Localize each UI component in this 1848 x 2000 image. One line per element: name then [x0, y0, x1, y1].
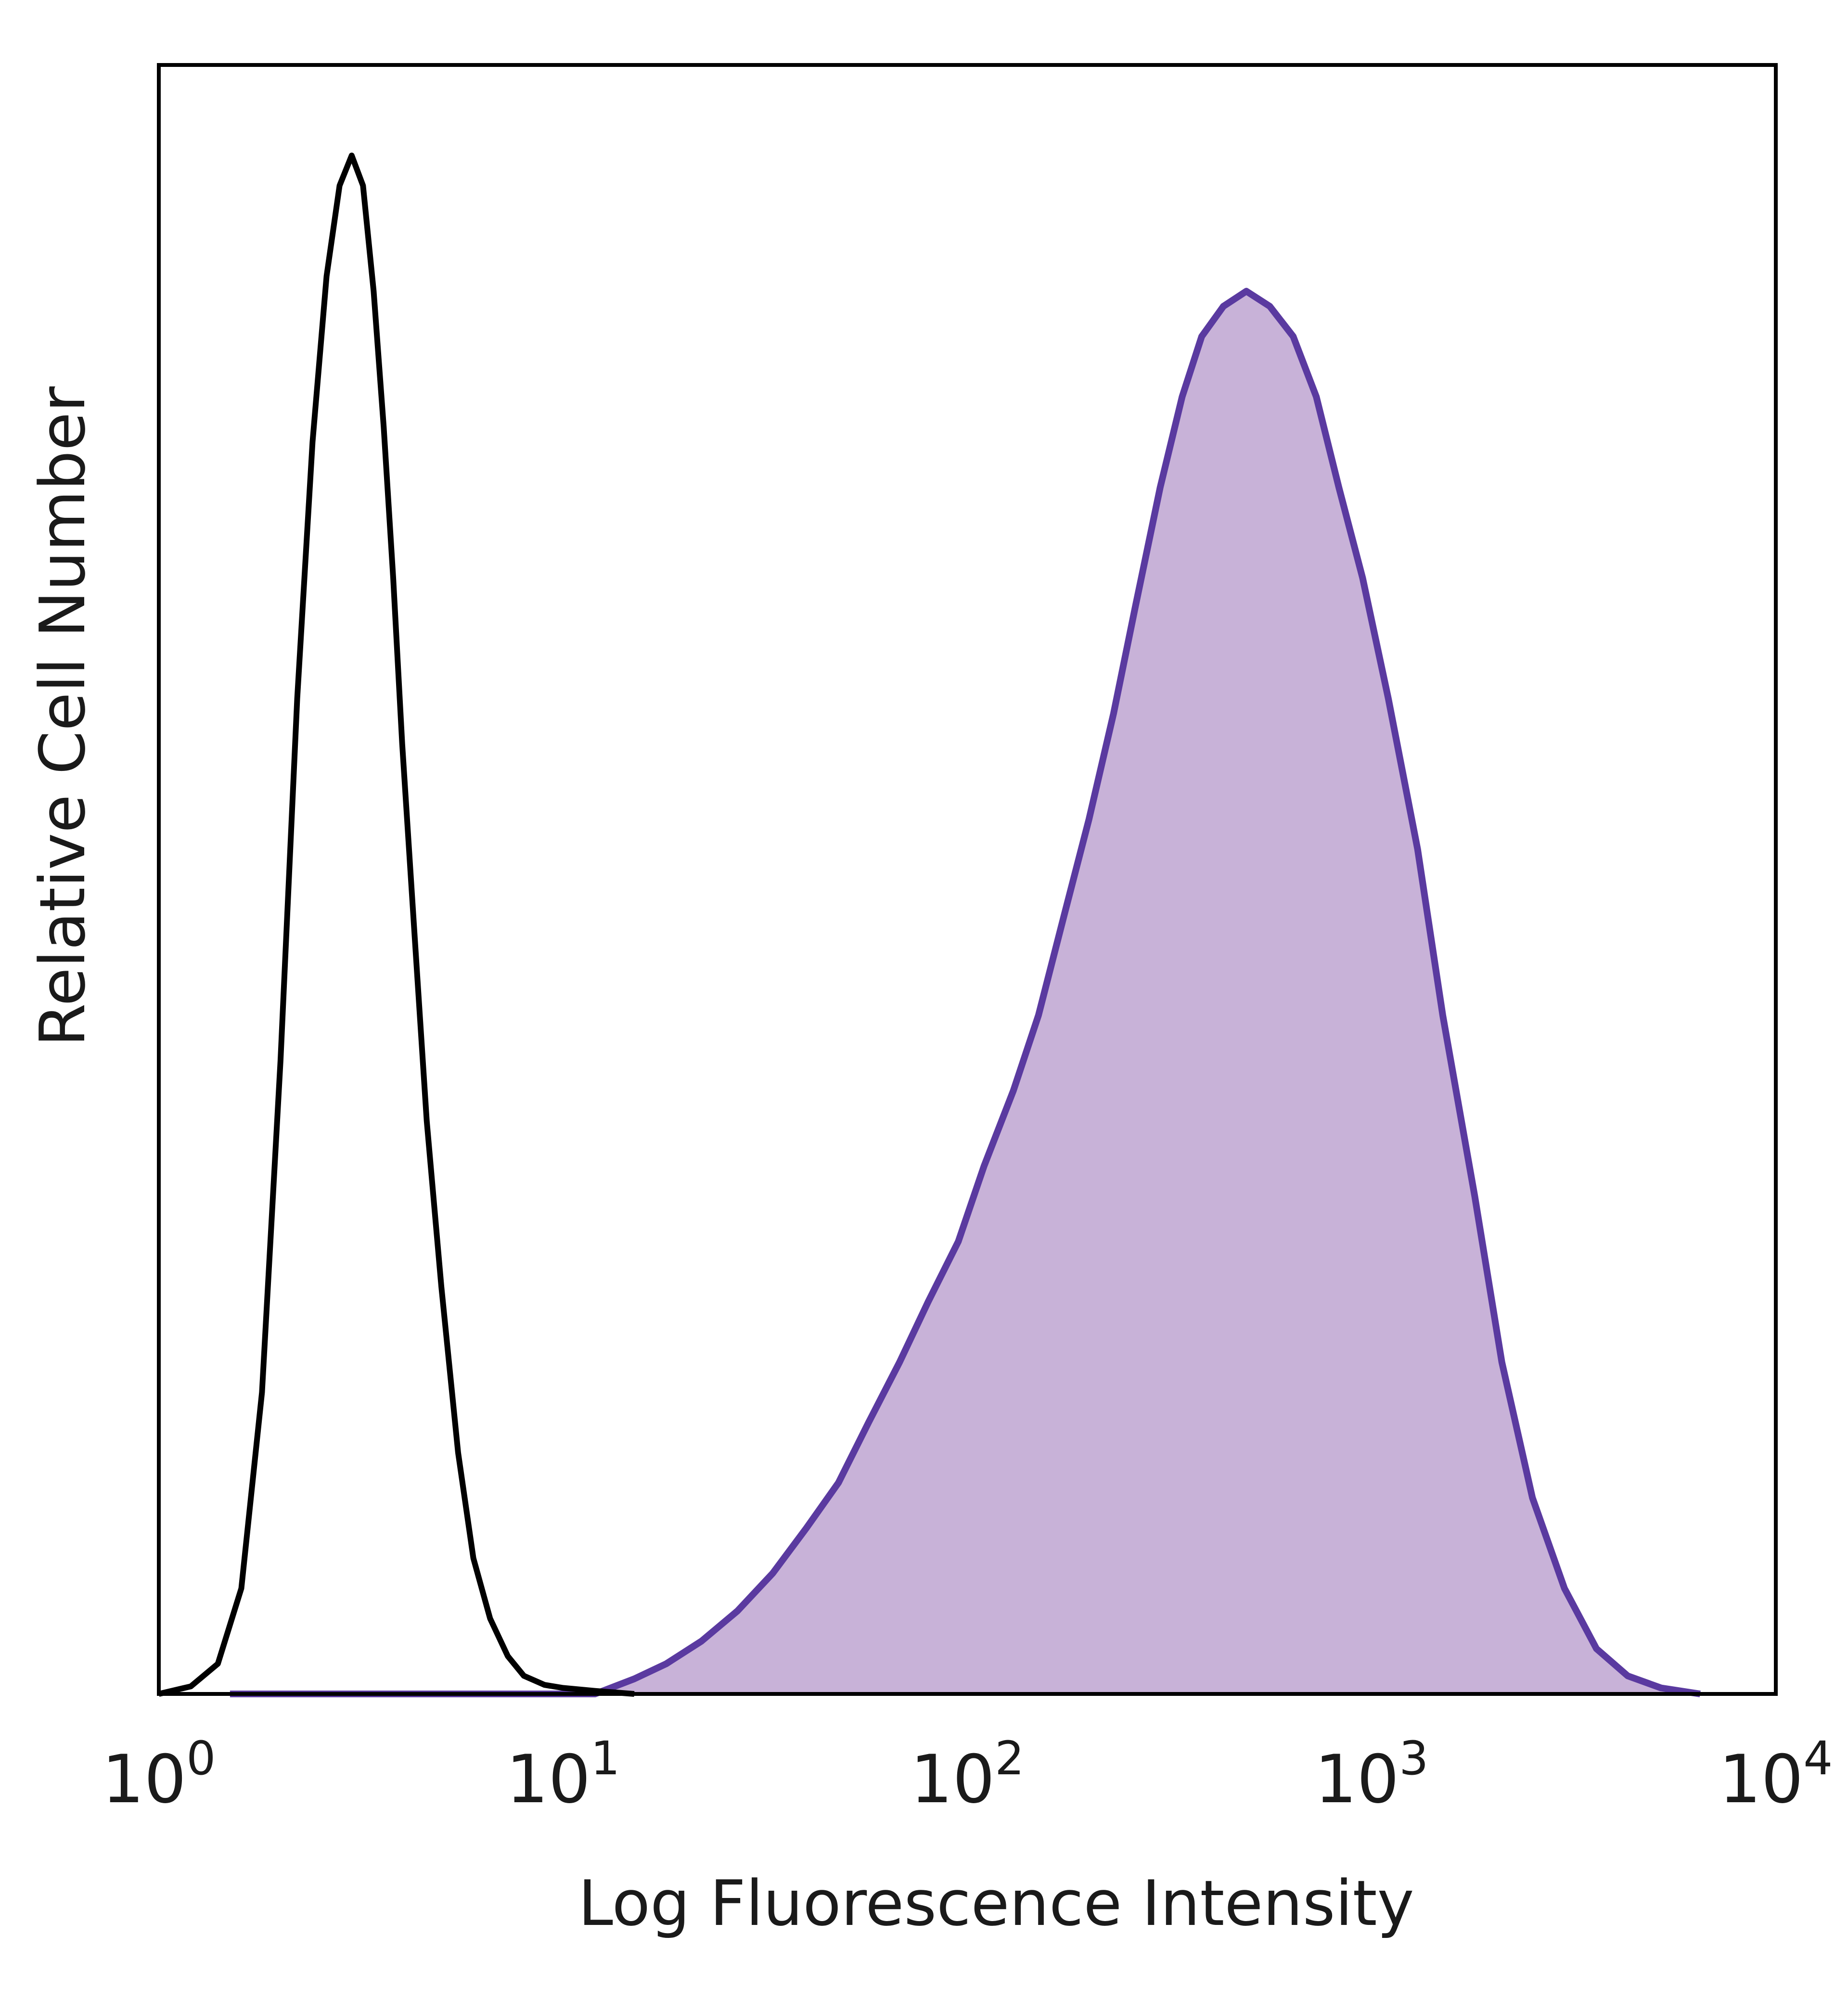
series-1-line — [230, 288, 1701, 1697]
plot-frame — [157, 63, 1778, 1696]
x-axis-title: Log Fluorescence Intensity — [578, 1867, 1414, 1940]
x-tick-labels: 100 101 102 103 104 — [102, 1731, 1833, 1818]
x-tick-label-4: 104 — [1719, 1731, 1833, 1818]
x-tick-label-2: 102 — [911, 1731, 1025, 1818]
series-1-area — [230, 291, 1700, 1694]
x-tick-label-3: 103 — [1315, 1731, 1429, 1818]
y-axis-title: Relative Cell Number — [26, 386, 99, 1047]
x-tick-label-1: 101 — [506, 1731, 620, 1818]
series-layer — [158, 153, 1701, 1697]
x-tick-label-0: 100 — [102, 1731, 216, 1818]
series-0-line — [158, 153, 635, 1697]
